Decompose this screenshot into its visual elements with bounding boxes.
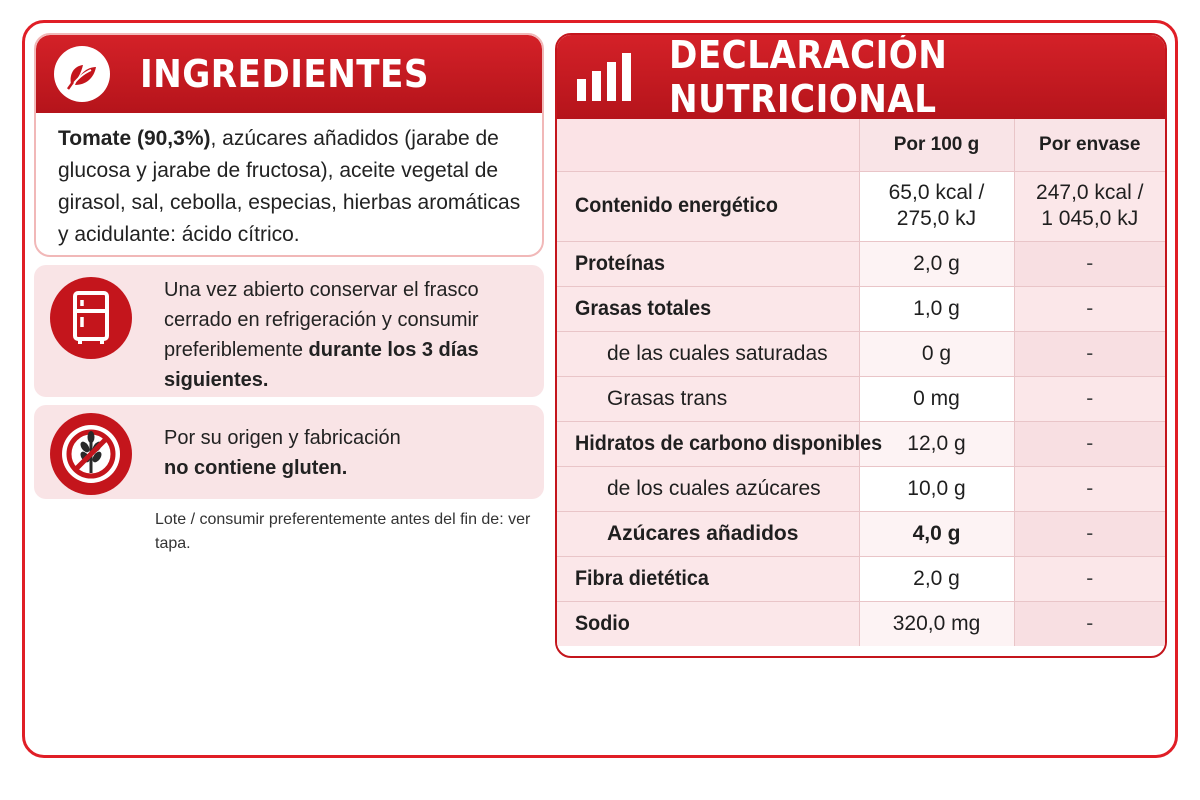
nutrient-label: Sodio [575,611,630,635]
storage-text: Una vez abierto conservar el frasco cerr… [164,275,544,395]
gluten-free-statement: no contiene gluten. [164,457,348,479]
value-pack: - [1014,286,1165,332]
value-pack: - [1014,421,1165,467]
value-per100: 0 mg [859,376,1015,422]
nutrient-label: Azúcares añadidos [607,521,799,545]
nutrition-card: DECLARACIÓN NUTRICIONAL Por 100 g Por en… [555,33,1167,658]
nutrient-label: Hidratos de carbono disponibles [575,431,883,455]
value-pack: - [1014,331,1165,377]
ingredients-list: , azúcares añadidos (jarabe de glucosa y… [58,127,521,246]
ingredients-title: INGREDIENTES [140,52,429,96]
header-empty-cell [557,119,860,172]
gluten-card: Por su origen y fabricación no contiene g… [34,405,544,499]
value-pack: - [1014,511,1165,557]
value-per100: 1,0 g [859,286,1015,332]
table-row: Grasas trans 0 mg - [557,376,1165,422]
nutrient-label: Contenido energético [575,194,778,217]
ingredients-text: Tomate (90,3%), azúcares añadidos (jarab… [36,113,542,251]
value-per100: 2,0 g [859,241,1015,287]
col-header-pack: Por envase [1014,119,1165,172]
storage-card: Una vez abierto conservar el frasco cerr… [34,265,544,397]
value-per100: 4,0 g [859,511,1015,557]
value-per100: 0 g [859,331,1015,377]
nutrient-label: de los cuales azúcares [607,476,821,500]
value-pack: - [1014,466,1165,512]
nutrition-table: Por 100 g Por envase Contenido energétic… [557,119,1165,646]
value-per100: 12,0 g [859,421,1015,467]
nutrient-label: Fibra dietética [575,566,709,590]
nutrition-title: DECLARACIÓN NUTRICIONAL [669,33,948,121]
ingredients-header: INGREDIENTES [36,35,542,113]
energy-pack-kj: 1 045,0 kJ [1041,207,1139,230]
value-per100: 2,0 g [859,556,1015,602]
table-row: Grasas totales 1,0 g - [557,286,1165,332]
nutrient-label: Proteínas [575,251,665,275]
storage-instruction: Una vez abierto conservar el frasco cerr… [164,279,479,361]
no-gluten-icon [50,413,132,495]
col-header-per100: Por 100 g [859,119,1015,172]
gluten-origin: Por su origen y fabricación [164,427,401,449]
value-per100: 10,0 g [859,466,1015,512]
value-pack: - [1014,376,1165,422]
gluten-text: Por su origen y fabricación no contiene g… [164,423,401,483]
value-pack: - [1014,241,1165,287]
table-row: Azúcares añadidos 4,0 g - [557,511,1165,557]
nutrition-header: DECLARACIÓN NUTRICIONAL [557,33,1165,121]
table-row: Fibra dietética 2,0 g - [557,556,1165,602]
energy-per100-kj: 275,0 kJ [896,207,977,230]
value-pack: - [1014,556,1165,602]
energy-pack-kcal: 247,0 kcal / [1036,181,1144,204]
table-header-row: Por 100 g Por envase [557,119,1165,172]
leaf-icon [54,46,110,102]
storage-instruction-bold: durante los 3 días siguientes. [164,339,479,391]
ingredients-lead: Tomate (90,3%) [58,127,211,150]
energy-per100-kcal: 65,0 kcal / [888,181,985,204]
nutrient-label: de las cuales saturadas [607,341,828,365]
bar-chart-icon [577,53,631,101]
nutrient-label: Grasas trans [607,386,728,410]
table-row: de las cuales saturadas 0 g - [557,331,1165,377]
lote-note: Lote / consumir preferentemente antes de… [155,511,531,552]
value-pack: - [1014,601,1165,646]
table-row: Proteínas 2,0 g - [557,241,1165,287]
table-row: Sodio 320,0 mg - [557,601,1165,646]
fridge-icon [50,277,132,359]
table-row: de los cuales azúcares 10,0 g - [557,466,1165,512]
nutrient-label: Grasas totales [575,296,712,320]
table-row: Contenido energético 65,0 kcal / 275,0 kJ… [557,171,1165,242]
table-row: Hidratos de carbono disponibles 12,0 g - [557,421,1165,467]
ingredients-card: INGREDIENTES Tomate (90,3%), azúcares añ… [34,33,544,257]
value-per100: 320,0 mg [859,601,1015,646]
